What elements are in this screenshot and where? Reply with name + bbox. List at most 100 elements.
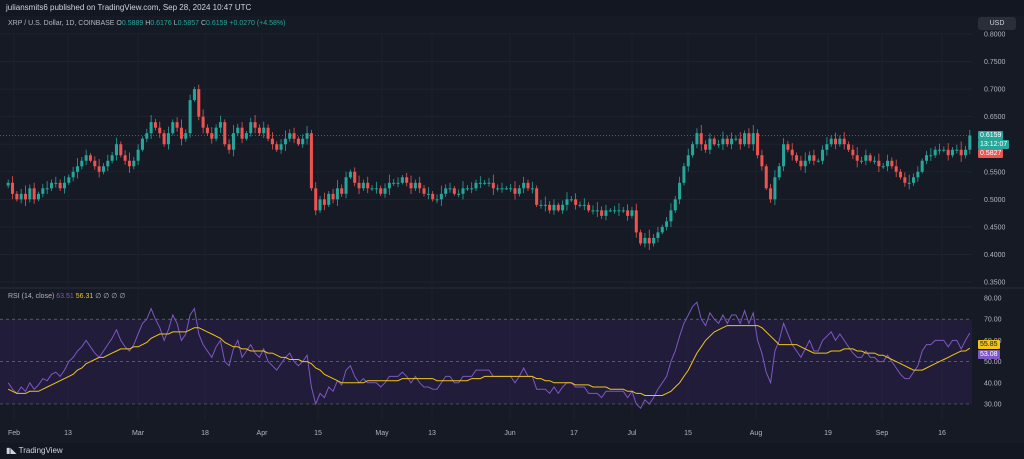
candle-body [457, 193, 461, 195]
candle-body [10, 182, 15, 194]
candle-body [335, 188, 339, 200]
candle-body [62, 182, 66, 189]
candle-body [747, 133, 751, 145]
candle-body [405, 177, 409, 183]
candle-body [756, 133, 760, 156]
x-tick-label: May [375, 430, 389, 437]
rsi-ma-badge: 55.85 [978, 340, 1000, 349]
candle-body [305, 133, 309, 139]
candle-body [647, 237, 651, 244]
candle-body [119, 144, 123, 156]
candle-body [933, 149, 937, 156]
candle-body [686, 155, 690, 167]
publish-header: juliansmits6 published on TradingView.co… [0, 0, 1024, 16]
rsi-tick-label: 70.00 [984, 317, 1002, 324]
candle-body [513, 188, 517, 194]
price-legend: XRP / U.S. Dollar, 1D, COINBASE O0.5889 … [8, 20, 285, 27]
candle-body [738, 138, 742, 145]
candle-body [184, 133, 188, 139]
candle-body [600, 210, 604, 216]
rsi-settings-icons[interactable]: ∅ ∅ ∅ ∅ [95, 293, 126, 300]
candle-body [916, 171, 920, 178]
candle-body [23, 193, 28, 200]
candle-body [218, 122, 222, 128]
candle-body [968, 135, 972, 150]
candle-body [470, 188, 474, 190]
x-tick-label: Feb [8, 430, 20, 437]
candle-body [795, 155, 799, 161]
candle-body [179, 127, 183, 139]
candle-body [734, 138, 738, 140]
candle-body [660, 226, 664, 233]
x-tick-label: Jul [628, 430, 637, 437]
candle-body [552, 204, 556, 211]
candle-body [942, 149, 946, 151]
last-price-badge: 0.6159 [978, 131, 1004, 140]
change-value: +0.0270 (+4.58%) [229, 20, 286, 27]
rsi-tick-label: 50.00 [984, 359, 1002, 366]
candle-body [569, 199, 573, 201]
price-tick-label: 0.3500 [984, 280, 1006, 287]
candle-body [309, 133, 313, 189]
price-tick-label: 0.6500 [984, 114, 1006, 121]
candle-body [682, 166, 686, 183]
price-tick-label: 0.4000 [984, 252, 1006, 259]
price-tick-label: 0.7500 [984, 59, 1006, 66]
candle-body [478, 182, 482, 184]
candle-body [67, 177, 71, 183]
brand-label: TradingView [18, 446, 63, 455]
candle-body [32, 188, 36, 200]
candle-body [474, 182, 478, 189]
candle-body [491, 182, 495, 189]
candle-body [561, 204, 565, 211]
close-value: 0.6159 [206, 20, 228, 27]
candle-body [132, 160, 136, 167]
candle-body [15, 193, 19, 200]
rsi-line [7, 301, 971, 410]
candle-body [517, 188, 521, 194]
candle-body [959, 149, 963, 156]
candle-body [825, 144, 829, 150]
candle-body [526, 182, 530, 189]
candle-body [621, 210, 625, 212]
candle-body [717, 144, 721, 146]
candle-body [231, 133, 235, 150]
rsi-tick-label: 30.00 [984, 402, 1002, 409]
candle-body [249, 122, 253, 134]
candle-body [452, 188, 456, 194]
candle-body [88, 155, 92, 161]
prev-close-badge: 0.5827 [978, 149, 1004, 158]
currency-button[interactable]: USD [978, 17, 1016, 30]
candle-body [963, 149, 968, 156]
candle-body [899, 171, 903, 178]
x-tick-label: 18 [201, 430, 209, 437]
candle-body [838, 138, 842, 145]
candle-body [314, 188, 318, 211]
candle-body [799, 160, 803, 167]
symbol-label: XRP / U.S. Dollar, 1D, COINBASE [8, 20, 115, 27]
candle-body [873, 160, 877, 162]
candle-body [543, 204, 547, 206]
candle-body [504, 188, 508, 190]
candle-body [361, 182, 365, 189]
candle-body [409, 182, 413, 189]
candle-body [842, 138, 846, 145]
candle-body [366, 182, 370, 189]
candle-body [695, 133, 699, 145]
footer: ▮◣ TradingView [0, 443, 1024, 459]
candle-body [28, 188, 32, 200]
candle-body [80, 160, 84, 167]
candle-body [509, 188, 513, 190]
candle-body [171, 122, 175, 134]
close-label: C [200, 20, 207, 27]
candle-body [721, 138, 725, 145]
candle-body [344, 177, 348, 194]
candle-body [725, 138, 729, 145]
candle-body [396, 182, 400, 184]
tradingview-logo[interactable]: ▮◣ TradingView [6, 446, 63, 455]
candle-body [712, 138, 716, 145]
candle-body [58, 182, 62, 189]
candle-body [322, 199, 326, 205]
candle-body [279, 144, 283, 150]
